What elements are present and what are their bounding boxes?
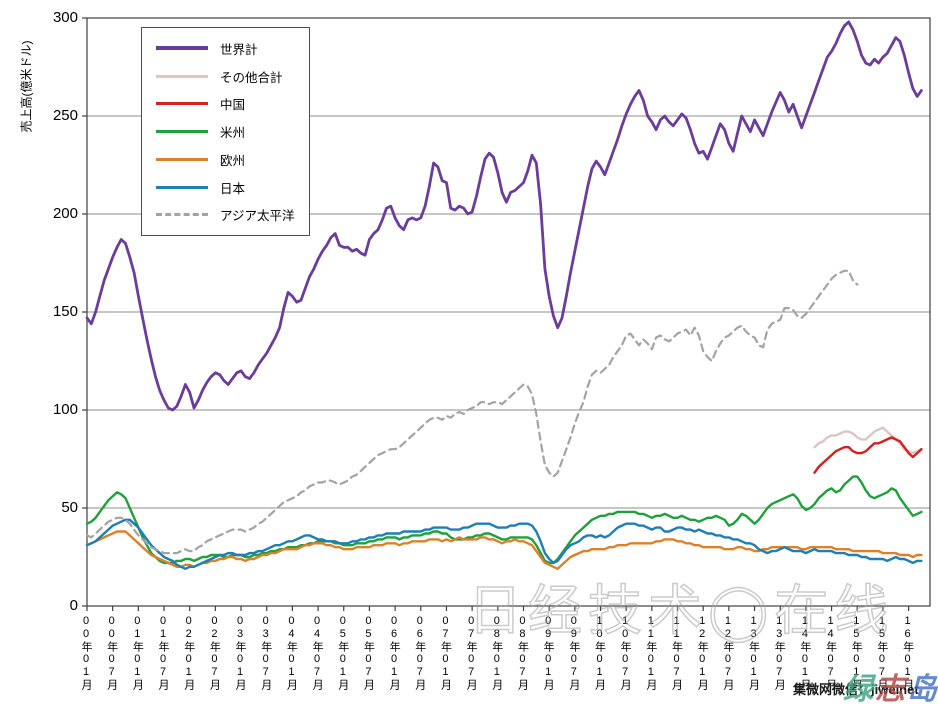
x-tick-label: 00年07月	[105, 615, 118, 691]
x-tick-label: 04年07月	[311, 615, 324, 691]
legend-item: 中国	[142, 94, 309, 113]
x-tick-label: 10年07月	[619, 615, 632, 691]
y-tick-label: 300	[52, 9, 78, 26]
watermark-char: 岛	[907, 673, 938, 706]
legend-line-swatch	[156, 185, 208, 189]
x-tick-label: 08年07月	[516, 615, 529, 691]
legend-item: 日本	[142, 178, 309, 197]
legend-label: その他合計	[220, 70, 283, 85]
legend-label: アジア太平洋	[220, 209, 295, 224]
legend-label: 米州	[220, 126, 246, 140]
x-tick-label: 13年07月	[773, 615, 786, 691]
watermark-char: 绿	[843, 673, 875, 706]
legend-item: 世界計	[142, 39, 309, 58]
x-tick-label: 09年07月	[567, 615, 580, 691]
x-tick-label: 06年01月	[388, 615, 401, 691]
x-tick-label: 15年07月	[875, 615, 888, 691]
x-tick-label: 13年01月	[747, 615, 760, 691]
y-tick-label: 250	[52, 107, 78, 124]
legend-line-swatch	[156, 157, 208, 161]
legend-line-swatch	[156, 130, 208, 133]
y-axis-title: 売上高(億米ドル)	[19, 40, 34, 133]
legend-item: アジア太平洋	[142, 205, 309, 224]
legend-line-swatch	[156, 46, 208, 51]
x-tick-label: 08年01月	[490, 615, 503, 691]
y-tick-label: 0	[69, 597, 78, 614]
legend-line-swatch	[156, 102, 208, 106]
x-tick-label: 11年01月	[644, 615, 657, 691]
legend-item: その他合計	[142, 67, 309, 86]
x-tick-label: 05年01月	[336, 615, 349, 691]
x-tick-label: 11年07月	[670, 615, 683, 691]
legend-item: 米州	[142, 122, 309, 141]
legend-label: 欧州	[220, 153, 246, 168]
legend-label: 世界計	[220, 42, 258, 57]
x-tick-label: 02年01月	[182, 615, 195, 691]
bottom-watermark-logo: 绿志岛	[843, 664, 938, 708]
x-tick-label: 01年07月	[157, 615, 170, 691]
x-tick-label: 12年01月	[696, 615, 709, 691]
x-tick-label: 09年01月	[542, 615, 555, 691]
x-tick-label: 02年07月	[208, 615, 221, 691]
x-tick-label: 03年07月	[259, 615, 272, 691]
watermark-char: 志	[875, 673, 907, 706]
x-tick-label: 04年01月	[285, 615, 298, 691]
x-tick-label: 07年07月	[465, 615, 478, 691]
x-tick-label: 01年01月	[131, 615, 144, 691]
x-tick-label: 10年01月	[593, 615, 606, 691]
x-tick-label: 12年07月	[721, 615, 734, 691]
bottom-watermark-text: 集微网微信：jiweinet	[793, 682, 919, 697]
series-line	[85, 269, 859, 555]
x-tick-label: 06年07月	[413, 615, 426, 691]
y-tick-label: 150	[52, 303, 78, 320]
center-watermark: 日经技术◯在线	[467, 580, 895, 642]
legend-item: 欧州	[142, 150, 309, 169]
y-tick-label: 200	[52, 205, 78, 222]
legend-line-swatch	[156, 74, 208, 78]
x-tick-label: 14年07月	[824, 615, 837, 691]
x-tick-label: 14年01月	[798, 615, 811, 691]
legend-line-swatch	[156, 213, 208, 217]
x-tick-label: 15年01月	[850, 615, 863, 691]
legend-label: 中国	[220, 98, 246, 113]
legend: 世界計その他合計中国米州欧州日本アジア太平洋	[141, 27, 310, 236]
x-tick-label: 16年01月	[901, 615, 914, 691]
x-tick-label: 00年01月	[80, 615, 92, 691]
y-tick-label: 100	[52, 401, 78, 418]
x-tick-label: 05年07月	[362, 615, 375, 691]
x-tick-label: 07年01月	[439, 615, 452, 691]
series-line	[85, 20, 923, 412]
x-tick-label: 03年01月	[234, 615, 247, 691]
legend-label: 日本	[220, 181, 246, 196]
series-line	[85, 518, 923, 570]
y-tick-label: 50	[61, 499, 78, 516]
series-line	[813, 436, 923, 474]
